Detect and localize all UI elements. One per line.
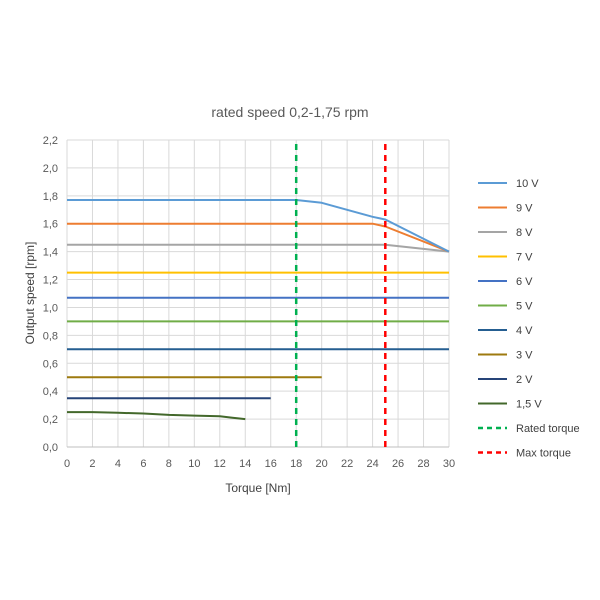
x-tick-label: 0: [64, 458, 70, 470]
x-tick-label: 28: [417, 458, 429, 470]
legend-label-1-5-v: 1,5 V: [516, 399, 542, 411]
legend-label-7-v: 7 V: [516, 252, 533, 264]
x-tick-label: 18: [290, 458, 302, 470]
y-tick-label: 1,6: [43, 219, 58, 231]
series-line-9-v: [67, 222, 450, 253]
x-tick-label: 8: [166, 458, 172, 470]
y-tick-label: 2,2: [43, 135, 58, 147]
x-tick-label: 2: [89, 458, 95, 470]
legend-label-rated-torque: Rated torque: [516, 423, 580, 435]
y-tick-label: 1,8: [43, 191, 58, 203]
x-tick-label: 22: [341, 458, 353, 470]
y-axis-title: Output speed [rpm]: [23, 242, 37, 345]
x-tick-label: 16: [265, 458, 277, 470]
series-line-8-v: [67, 243, 450, 253]
y-tick-label: 1,4: [43, 247, 58, 259]
y-tick-label: 0,0: [43, 442, 58, 454]
x-tick-label: 14: [239, 458, 251, 470]
y-axis-ticks: 0,0 0,2 0,4 0,6 0,8 1,0 1,2 1,4 1,6 1,8 2,0 2,2: [43, 135, 58, 454]
y-tick-label: 0,6: [43, 358, 58, 370]
legend-label-4-v: 4 V: [516, 325, 533, 337]
y-tick-label: 0,4: [43, 386, 58, 398]
y-tick-label: 0,2: [43, 414, 58, 426]
legend-label-3-v: 3 V: [516, 350, 533, 362]
legend-label-6-v: 6 V: [516, 276, 533, 288]
legend-label-9-v: 9 V: [516, 203, 533, 215]
x-tick-label: 26: [392, 458, 404, 470]
x-axis-title: Torque [Nm]: [225, 481, 290, 495]
x-tick-label: 4: [115, 458, 121, 470]
series-line-1-5-v: [67, 411, 246, 421]
chart-title: rated speed 0,2-1,75 rpm: [211, 104, 368, 120]
legend-label-10-v: 10 V: [516, 178, 539, 190]
legend-label-max-torque: Max torque: [516, 448, 571, 460]
x-tick-label: 12: [214, 458, 226, 470]
y-tick-label: 2,0: [43, 163, 58, 175]
y-tick-label: 0,8: [43, 330, 58, 342]
legend-label-5-v: 5 V: [516, 301, 533, 313]
y-tick-label: 1,0: [43, 302, 58, 314]
grid: [66, 139, 450, 448]
legend: 10 V 9 V 8 V 7 V 6 V 5 V 4 V 3 V 2 V 1,5 V Rated t…: [478, 178, 580, 460]
x-tick-label: 10: [188, 458, 200, 470]
series-lines: [67, 140, 450, 447]
x-tick-label: 20: [316, 458, 328, 470]
x-tick-label: 30: [443, 458, 455, 470]
y-tick-label: 1,2: [43, 275, 58, 287]
x-tick-label: 24: [366, 458, 378, 470]
x-axis-ticks: 0 2 4 6 8 10 12 14 16 18 20 22 24 26 28 30: [64, 458, 455, 470]
legend-label-2-v: 2 V: [516, 374, 533, 386]
legend-label-8-v: 8 V: [516, 227, 533, 239]
x-tick-label: 6: [140, 458, 146, 470]
